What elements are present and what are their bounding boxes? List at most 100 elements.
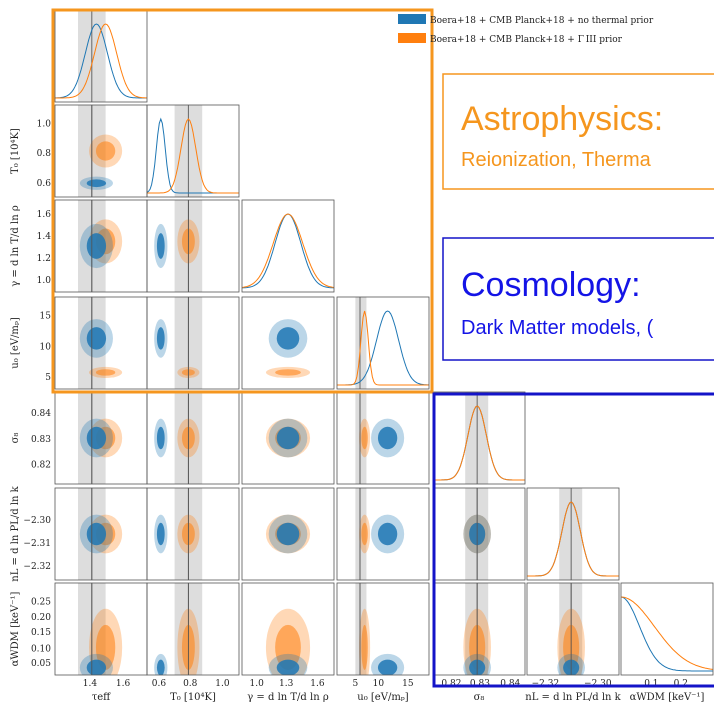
y-tick-label: 0.15 [31,628,51,638]
panel [265,608,311,675]
panel [78,200,123,292]
y-axis-label: σ₈ [10,433,21,444]
contour-inner [86,327,107,350]
x-tick-label: 1.6 [116,679,131,689]
band [355,583,367,675]
y-tick-label: 1.0 [37,276,52,286]
panel [621,596,713,672]
panel [463,583,491,675]
y-axis-label: nL = d ln PL/d ln k [10,485,21,581]
y-axis-label: u₀ [eV/mₚ] [10,317,21,369]
astro-region [51,8,434,394]
y-tick-label: 0.83 [31,435,51,445]
x-axis-label: T₀ [10⁴K] [170,692,216,703]
x-tick-label: 1.3 [279,679,294,689]
cosmo-region [432,392,714,688]
y-tick-label: 1.2 [37,254,51,264]
y-tick-label: 5 [45,373,51,383]
contour-inner [377,659,398,675]
contour-inner [377,522,398,546]
panel-frame [146,582,240,676]
legend-label: Boera+18 + CMB Planck+18 + Γ III prior [430,35,623,45]
panel-frame [620,582,714,676]
y-axis-label: T₀ [10⁴K] [10,128,21,174]
contour-inner [86,233,107,259]
marginal [337,310,429,386]
marginal [55,23,147,99]
panel-frame [526,487,620,581]
x-tick-label: 1.0 [215,679,230,689]
y-tick-label: 0.84 [31,409,51,419]
contour-inner [156,327,165,350]
contour-inner [275,369,301,376]
y-tick-label: 1.0 [37,119,52,129]
panel-frame [241,199,335,293]
marginal [242,213,334,288]
panel-frame [146,199,240,293]
x-axis-label: σ₈ [474,692,485,703]
panel [265,319,311,378]
x-tick-label: 15 [402,679,414,689]
y-tick-label: 0.25 [31,597,51,607]
marginal [621,596,713,672]
panel [154,583,203,675]
y-tick-label: 0.82 [31,461,51,471]
y-axis-label: αWDM [keV⁻¹] [10,592,21,667]
contour-inner [156,233,165,259]
panel [527,488,619,580]
x-tick-label: 0.8 [183,679,198,689]
x-axis-label: u₀ [eV/mₚ] [357,692,409,703]
y-tick-label: 1.6 [37,210,52,220]
contour-inner [156,426,165,450]
contour-inner [86,659,107,675]
x-tick-label: 0.6 [152,679,167,689]
x-tick-label: 0.84 [500,679,520,689]
panel-frame [146,104,240,198]
contour-inner [361,624,368,670]
contour-inner [276,659,300,675]
x-tick-label: 10 [373,679,385,689]
panel [337,297,429,389]
contour-inner [276,522,300,546]
panel [265,418,311,458]
y-tick-label: −2.31 [23,539,51,549]
panel [78,583,123,675]
panel-frame [336,582,430,676]
astro-title: Astrophysics: [461,100,663,138]
contour-inner [86,426,107,450]
marginal [621,596,713,670]
cosmo-box [442,237,714,361]
panel-frame [336,296,430,390]
cosmo-title: Cosmology: [461,266,641,304]
y-tick-label: 0.05 [31,659,51,669]
x-tick-label: −2.32 [532,679,560,689]
band [355,488,367,580]
x-tick-label: −2.30 [584,679,612,689]
x-axis-label: nL = d ln PL/d ln k [525,692,621,703]
panel [154,200,203,292]
y-tick-label: 0.8 [37,149,52,159]
panels: 1.00.80.6T₀ [10⁴K]1.61.41.21.0γ = d ln T… [10,9,714,703]
panel-frame [146,296,240,390]
panel [147,105,239,197]
contour-inner [86,522,107,546]
contour-inner [86,179,107,188]
panel [154,297,203,389]
contour-inner [156,522,165,546]
legend-swatch [398,33,426,43]
panel [242,213,334,289]
contour-inner [95,624,116,670]
panel [78,105,123,197]
panel [154,488,203,580]
marginal [527,501,619,577]
panel [355,583,405,675]
y-tick-label: 1.4 [37,232,52,242]
marginal [242,213,334,289]
panel [55,10,147,102]
astro-box [442,73,714,190]
y-tick-label: 0.6 [37,179,52,189]
x-axis-label: αWDM [keV⁻¹] [630,692,705,703]
band [355,392,367,484]
x-tick-label: 0.83 [470,679,490,689]
